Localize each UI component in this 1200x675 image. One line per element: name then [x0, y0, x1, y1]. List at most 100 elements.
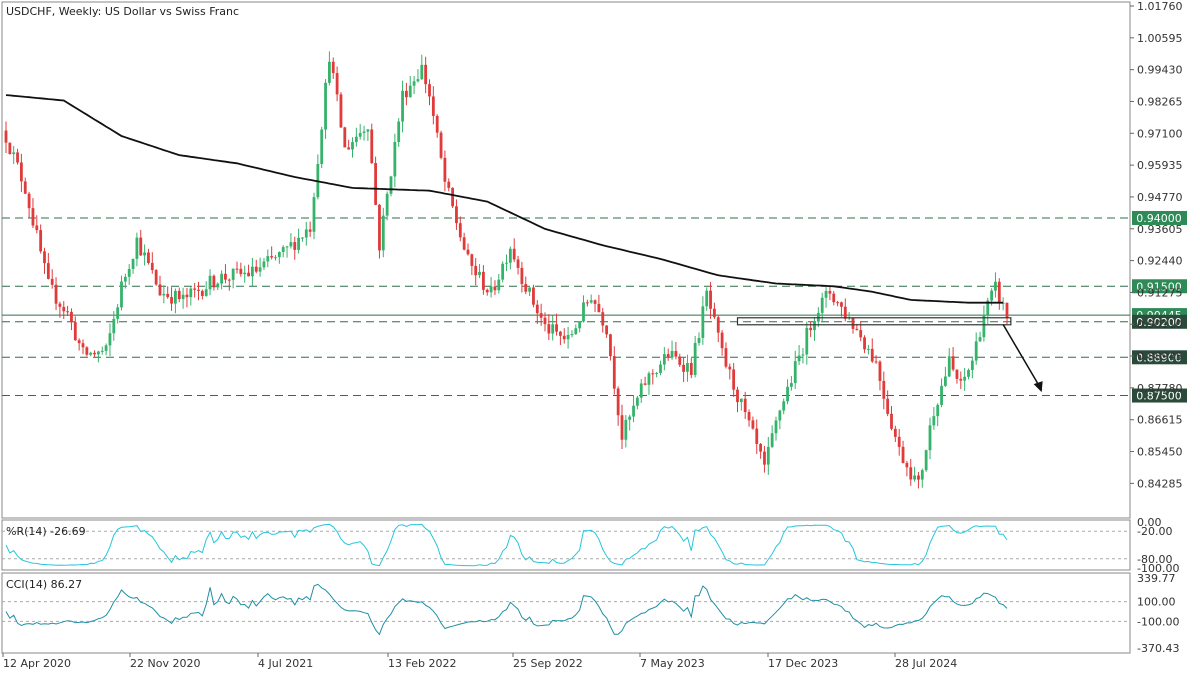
candle [682, 357, 685, 383]
candle [870, 338, 874, 363]
time-tick-label: 4 Jul 2021 [258, 657, 313, 670]
candle [351, 137, 354, 158]
candle [732, 362, 736, 397]
candle-body [135, 237, 139, 259]
candle [562, 328, 566, 344]
candle-body [689, 363, 693, 375]
candle-body [139, 237, 143, 256]
candle-body [716, 317, 720, 333]
candle [181, 287, 185, 309]
candle [254, 259, 258, 274]
cci-tick-label: 339.77 [1137, 572, 1176, 585]
candle-body [239, 268, 243, 275]
candle [605, 325, 608, 338]
candle-body [997, 281, 1001, 304]
candle [689, 358, 693, 379]
candle-body [539, 313, 543, 318]
candle-body [100, 350, 104, 352]
candle-body [170, 297, 173, 304]
cci-tick-label: -370.43 [1137, 642, 1179, 655]
candle-body [424, 64, 428, 85]
candle-body [493, 286, 497, 291]
candle [997, 278, 1001, 310]
candle-body [574, 328, 578, 335]
candle [786, 379, 789, 405]
candle-body [285, 246, 289, 248]
candle [728, 363, 732, 380]
candle [670, 340, 674, 360]
candle [824, 287, 828, 308]
candle-body [116, 307, 120, 319]
candle-body [820, 297, 824, 313]
price-tick-label: 1.00595 [1137, 32, 1183, 45]
candle [674, 341, 678, 360]
candle [204, 281, 208, 297]
candle [820, 292, 824, 322]
candle [940, 378, 943, 408]
candle [778, 409, 782, 430]
candle [408, 75, 412, 98]
candle [216, 282, 220, 291]
candle [967, 368, 970, 380]
candle-body [428, 84, 431, 97]
candle [46, 252, 50, 280]
candle-body [978, 337, 982, 342]
candle-body [274, 257, 277, 259]
candle [747, 409, 751, 427]
candle [793, 350, 797, 389]
candle [528, 287, 531, 297]
candle [158, 275, 162, 296]
candle [947, 348, 951, 378]
candle [643, 376, 647, 386]
candle-body [301, 237, 304, 239]
candle [289, 233, 293, 249]
level-badge [1132, 388, 1187, 403]
candle-body [474, 265, 478, 276]
level-badge [1132, 350, 1187, 365]
candle [570, 330, 574, 338]
candle [162, 285, 166, 304]
candle-body [366, 129, 370, 132]
candle [277, 251, 281, 264]
candles-group [4, 51, 1009, 489]
candle-body [559, 331, 562, 336]
candle-body [547, 324, 551, 334]
candle-body [335, 73, 339, 95]
candle-body [863, 337, 866, 350]
price-tick-label: 0.97100 [1137, 127, 1183, 140]
candle-body [374, 163, 377, 205]
candle-body [732, 369, 736, 390]
candle [632, 395, 635, 423]
candle [81, 339, 85, 355]
candle [20, 153, 23, 193]
candle-body [890, 413, 893, 429]
level-badge-label: 0.88900 [1136, 351, 1182, 364]
candle [874, 355, 878, 364]
candle-body [739, 398, 743, 403]
candle-body [254, 266, 258, 272]
candle [116, 304, 120, 324]
candle-body [158, 284, 162, 296]
candle [951, 347, 955, 372]
candle-body [324, 82, 327, 130]
candle [620, 404, 624, 449]
candle-body [97, 351, 100, 355]
candle [659, 360, 662, 376]
candle-body [651, 373, 655, 375]
candle-body [944, 376, 947, 386]
candle [963, 367, 967, 391]
candle [905, 460, 909, 477]
candle [485, 288, 489, 296]
down-arrow-head [1033, 381, 1043, 393]
candle-body [231, 268, 235, 280]
candle [424, 56, 428, 94]
candle-body [909, 467, 913, 480]
candle [493, 280, 497, 295]
candle-body [928, 425, 932, 451]
candle-body [247, 272, 250, 277]
candle [312, 192, 316, 240]
candle-body [378, 204, 381, 251]
candle [235, 261, 239, 274]
candle [8, 142, 12, 155]
